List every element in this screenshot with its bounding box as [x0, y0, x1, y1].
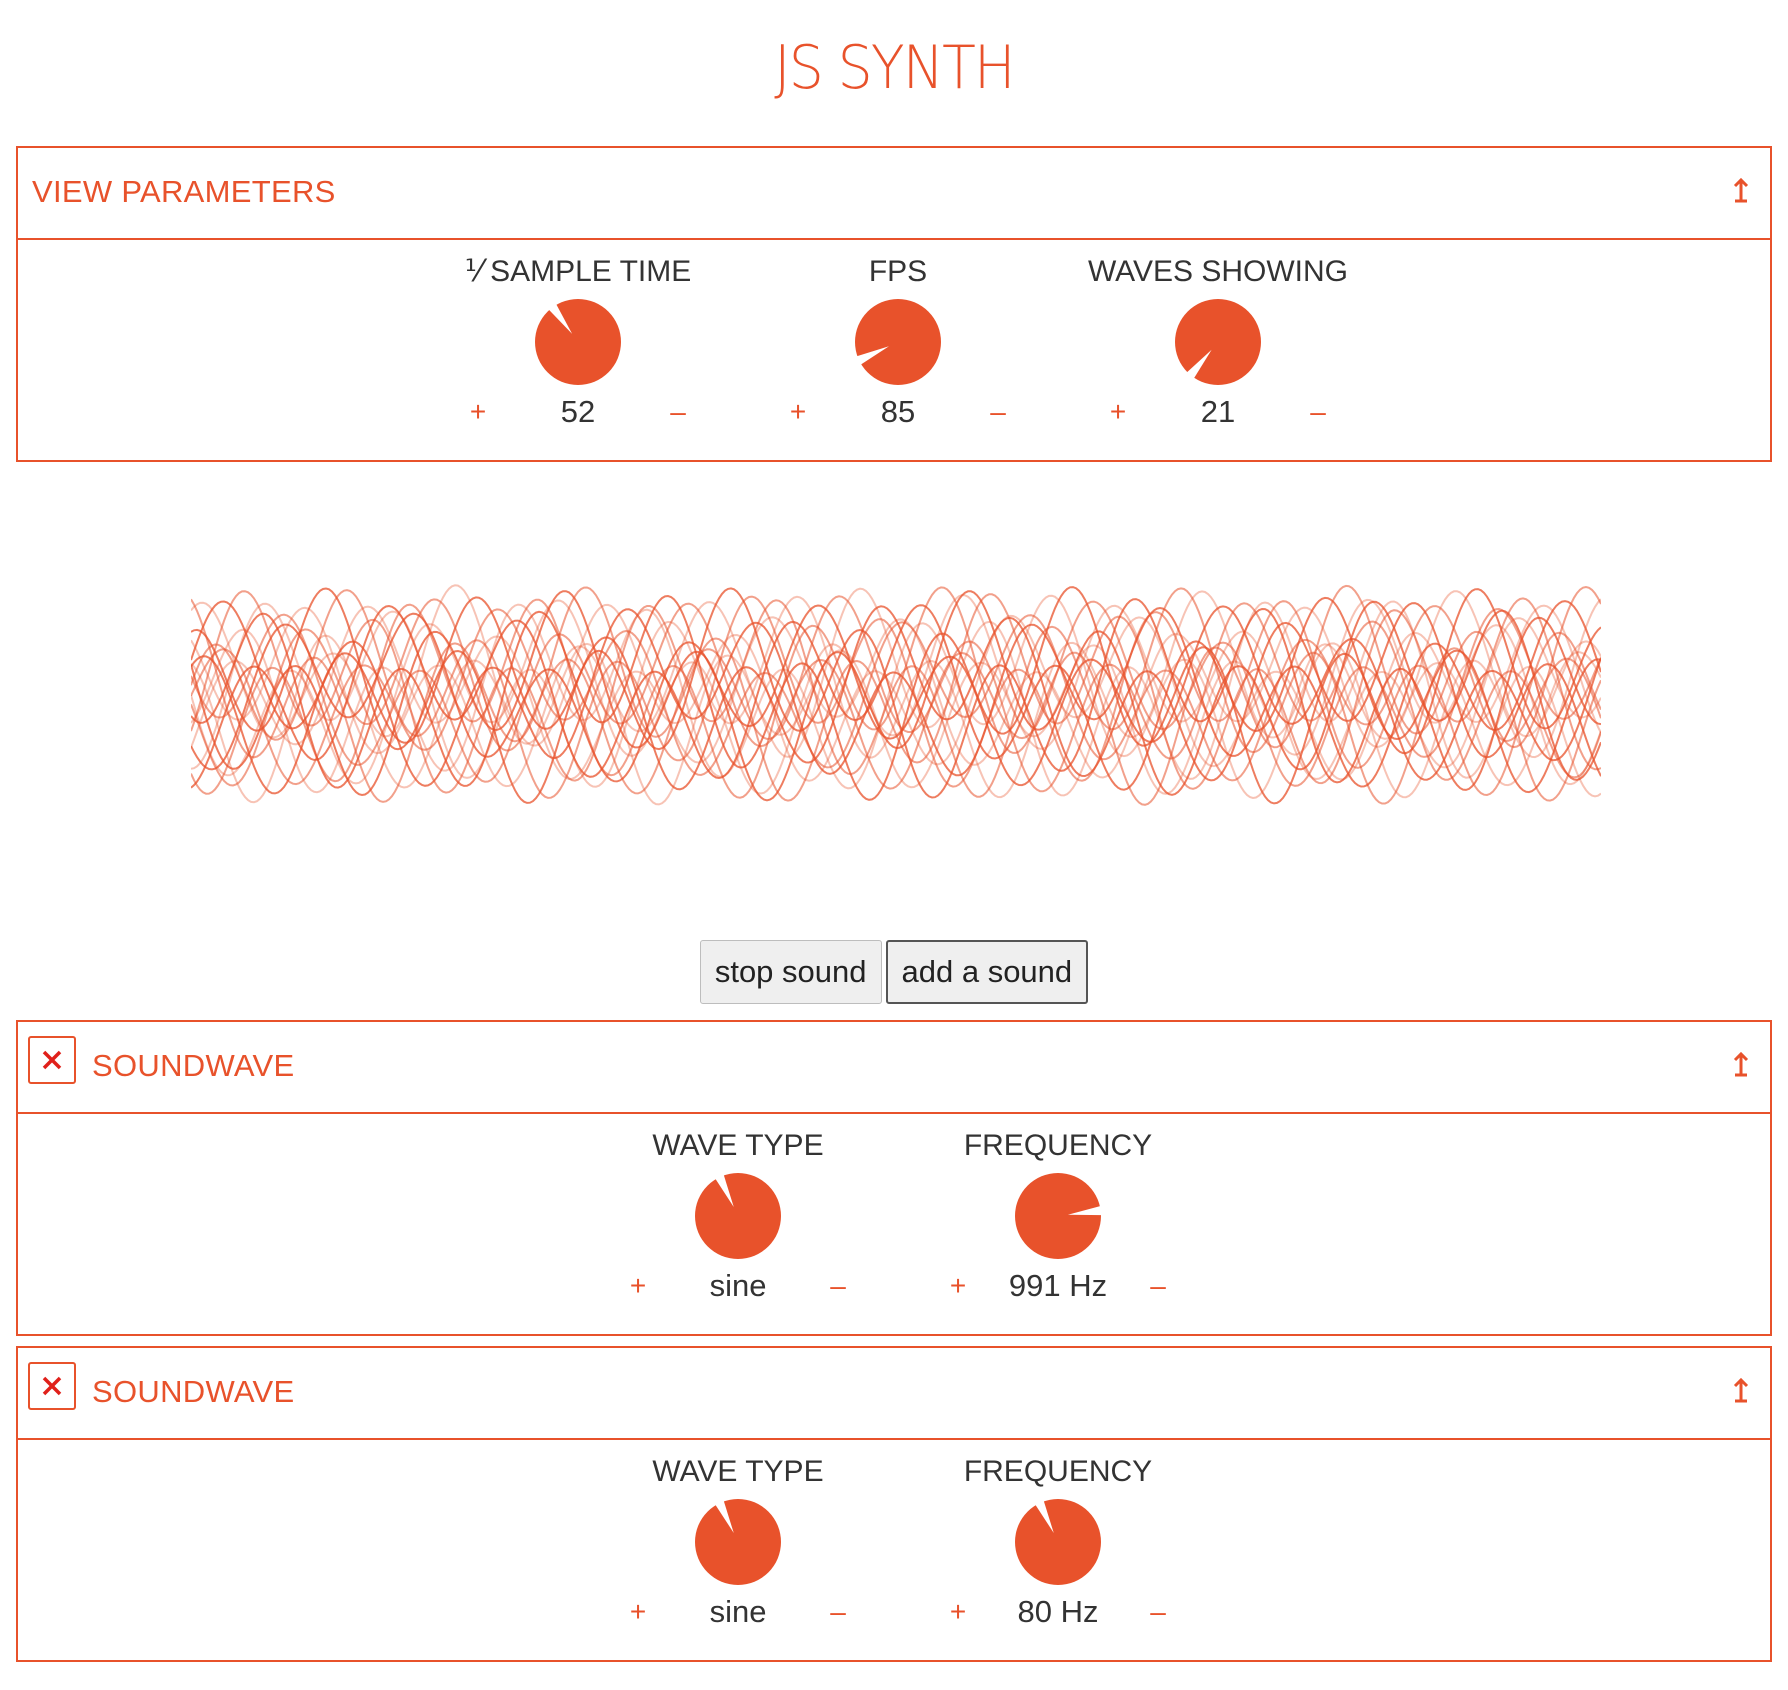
control-stepper: + 991 Hz – — [898, 1264, 1218, 1308]
soundwave-title: SOUNDWAVE — [92, 1374, 295, 1409]
wave-trace — [191, 605, 1601, 786]
control-value: 21 — [1200, 394, 1236, 429]
remove-soundwave-button[interactable] — [28, 1362, 76, 1410]
view-parameters-header[interactable]: VIEW PARAMETERS — [18, 148, 1770, 240]
knob-dial[interactable] — [1014, 1172, 1108, 1260]
decrement-button[interactable]: – — [1310, 396, 1326, 427]
wave-trace — [191, 586, 1601, 803]
sound-buttons: stop sound add a sound — [0, 940, 1788, 1004]
close-x-icon — [42, 1050, 62, 1070]
control-value: 85 — [880, 394, 916, 429]
control-stepper: + 85 – — [738, 390, 1058, 434]
wave-trace — [191, 601, 1601, 789]
wave-trace — [191, 585, 1601, 805]
increment-button[interactable]: + — [1109, 396, 1127, 427]
app-title: JS SYNTH — [774, 33, 1015, 103]
view-parameters-title: VIEW PARAMETERS — [32, 174, 336, 209]
control-label: WAVE TYPE — [652, 1455, 824, 1488]
wave-trace — [191, 589, 1601, 799]
control-label: FREQUENCY — [963, 1455, 1153, 1488]
wave-trace — [191, 590, 1601, 800]
wave-trace — [191, 600, 1601, 788]
knob-dial[interactable] — [1174, 298, 1262, 386]
knob-indicator — [711, 1494, 734, 1533]
control-label: FREQUENCY — [963, 1129, 1153, 1162]
wave-trace — [191, 590, 1601, 802]
increment-button[interactable]: + — [629, 1270, 647, 1301]
view-parameters-panel: VIEW PARAMETERS ⅟ SAMPLE TIME + 52 – FPS… — [16, 146, 1772, 462]
wave-trace — [191, 590, 1601, 799]
increment-button[interactable]: + — [789, 396, 807, 427]
knob-indicator — [1031, 1494, 1054, 1533]
soundwave-header[interactable]: SOUNDWAVE — [18, 1022, 1770, 1114]
control-label: WAVE TYPE — [652, 1129, 824, 1162]
increment-button[interactable]: + — [629, 1596, 647, 1627]
decrement-button[interactable]: – — [670, 396, 686, 427]
soundwave-panel: SOUNDWAVE WAVE TYPE + sine – FREQUENCY +… — [16, 1346, 1772, 1662]
knob-dial[interactable] — [1014, 1494, 1102, 1586]
knob-indicator — [1067, 1204, 1108, 1216]
control-value: sine — [709, 1268, 767, 1303]
wave-trace — [191, 595, 1601, 795]
decrement-button[interactable]: – — [990, 396, 1006, 427]
control-label: WAVES SHOWING — [1087, 255, 1348, 288]
control-value: 52 — [560, 394, 596, 429]
close-x-icon — [42, 1376, 62, 1396]
control-stepper: + sine – — [578, 1590, 898, 1634]
knob-indicator — [711, 1168, 734, 1207]
control-label: ⅟ SAMPLE TIME — [464, 255, 692, 288]
soundwave-controls: WAVE TYPE + sine – FREQUENCY + 991 Hz – — [18, 1114, 1770, 1334]
knob-dial[interactable] — [694, 1494, 782, 1586]
decrement-button[interactable]: – — [830, 1270, 846, 1301]
stop-sound-button[interactable]: stop sound — [699, 940, 882, 1004]
control-label: FPS — [868, 255, 928, 288]
waveform-display — [191, 584, 1601, 806]
soundwave-panel: SOUNDWAVE WAVE TYPE + sine – FREQUENCY +… — [16, 1020, 1772, 1336]
decrement-button[interactable]: – — [1150, 1596, 1166, 1627]
control-value: sine — [709, 1594, 767, 1629]
knob-indicator — [850, 346, 889, 369]
soundwave-controls: WAVE TYPE + sine – FREQUENCY + 80 Hz – — [18, 1440, 1770, 1660]
control-value: 80 Hz — [1017, 1594, 1099, 1629]
control-value: 991 Hz — [1008, 1268, 1108, 1303]
soundwave-title: SOUNDWAVE — [92, 1048, 295, 1083]
control-stepper: + sine – — [578, 1264, 898, 1308]
control-stepper: + 21 – — [1058, 390, 1378, 434]
collapse-arrow-icon[interactable] — [1730, 1050, 1752, 1080]
knob-indicator — [1182, 349, 1212, 384]
increment-button[interactable]: + — [949, 1270, 967, 1301]
knob-dial[interactable] — [694, 1168, 782, 1260]
remove-soundwave-button[interactable] — [28, 1036, 76, 1084]
decrement-button[interactable]: – — [1150, 1270, 1166, 1301]
wave-trace — [191, 596, 1601, 795]
knob-dial[interactable] — [850, 298, 942, 386]
view-parameters-controls: ⅟ SAMPLE TIME + 52 – FPS + 85 – WAVES SH… — [18, 240, 1770, 460]
soundwave-header[interactable]: SOUNDWAVE — [18, 1348, 1770, 1440]
add-sound-button[interactable]: add a sound — [885, 940, 1089, 1004]
increment-button[interactable]: + — [469, 396, 487, 427]
increment-button[interactable]: + — [949, 1596, 967, 1627]
control-stepper: + 80 Hz – — [898, 1590, 1218, 1634]
wave-trace — [191, 601, 1601, 789]
wave-trace — [191, 586, 1601, 805]
knob-dial[interactable] — [534, 298, 622, 386]
decrement-button[interactable]: – — [830, 1596, 846, 1627]
collapse-arrow-icon[interactable] — [1730, 176, 1752, 206]
collapse-arrow-icon[interactable] — [1730, 1376, 1752, 1406]
wave-trace — [191, 584, 1601, 806]
control-stepper: + 52 – — [418, 390, 738, 434]
knob-indicator — [544, 298, 573, 334]
